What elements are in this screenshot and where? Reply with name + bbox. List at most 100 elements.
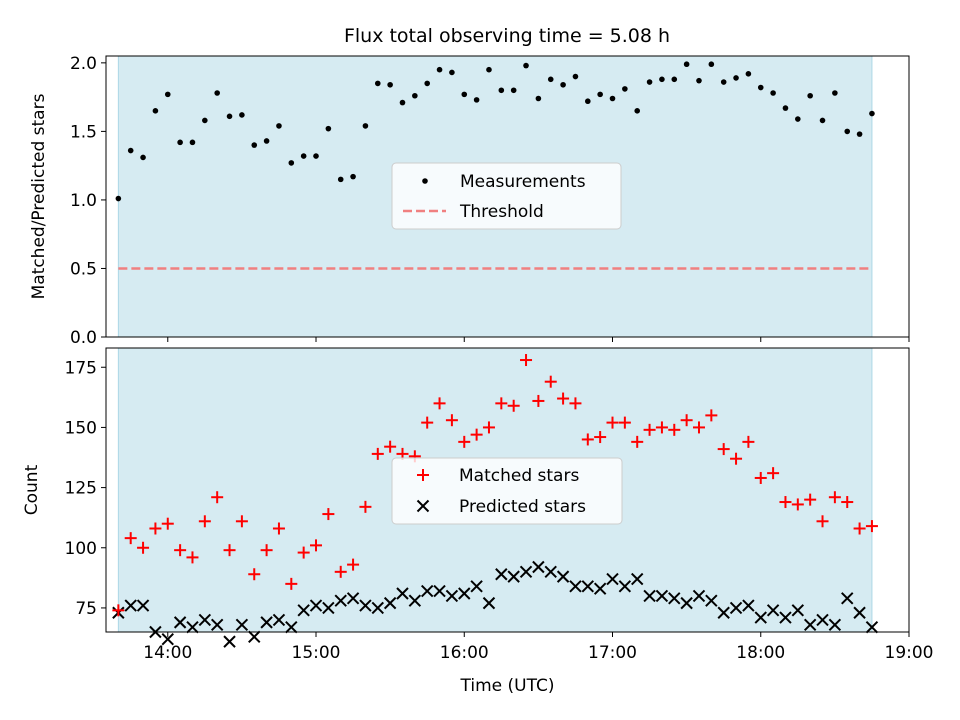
measurement-point [177, 139, 183, 146]
measurement-point [362, 123, 369, 129]
measurement-point [770, 90, 776, 96]
predicted-stars-point [408, 594, 422, 607]
measurement-point [424, 80, 431, 87]
y-tick-label: 150 [65, 418, 97, 438]
matched-stars-point [161, 517, 174, 530]
measurement-point [745, 71, 752, 77]
matched-stars-point [717, 443, 730, 456]
predicted-stars-point [803, 618, 817, 631]
predicted-stars-point [186, 620, 199, 634]
y-tick-label: 175 [65, 358, 97, 378]
matched-stars-point [285, 577, 298, 590]
measurement-point [387, 81, 393, 88]
matched-stars-point [544, 375, 557, 388]
bottom-legend-box [391, 457, 623, 525]
predicted-stars-point [865, 620, 879, 634]
matched-stars-point [557, 392, 570, 405]
measurement-point [288, 160, 295, 166]
matched-stars-series [112, 354, 878, 617]
x-axis-label: Time (UTC) [460, 676, 555, 696]
bottom-axes-frame [105, 347, 910, 633]
measurement-point [560, 81, 566, 88]
matched-stars-point [458, 435, 471, 448]
matched-stars-point [359, 500, 372, 513]
measurement-point [708, 61, 715, 68]
matched-stars-point [520, 354, 533, 367]
measurement-point [449, 69, 455, 76]
predicted-stars-point [433, 584, 446, 598]
matched-stars-point [149, 522, 162, 535]
legend-matched-marker [417, 469, 429, 481]
measurement-point [609, 95, 616, 102]
predicted-stars-point [383, 596, 397, 610]
predicted-stars-point [655, 589, 669, 603]
predicted-stars-point [272, 613, 286, 627]
predicted-stars-series [112, 560, 879, 648]
predicted-stars-point [297, 604, 310, 617]
measurement-point [683, 61, 690, 68]
measurement-point [782, 105, 789, 111]
predicted-stars-point [618, 580, 632, 593]
x-tick-label: 19:00 [885, 643, 934, 663]
predicted-stars-point [359, 599, 372, 612]
matched-stars-point [865, 520, 878, 533]
measurement-point [757, 84, 764, 91]
predicted-stars-point [482, 596, 496, 610]
matched-stars-point [310, 539, 323, 552]
y-tick-label: 0.5 [70, 259, 97, 279]
measurement-point [374, 80, 381, 87]
matched-stars-point [594, 431, 607, 444]
matched-stars-point [198, 515, 211, 528]
measurement-point [869, 110, 875, 117]
matched-stars-point [655, 421, 668, 434]
measurement-point [622, 86, 628, 92]
matched-stars-point [730, 452, 743, 465]
measurement-point [597, 91, 603, 98]
measurement-point [461, 91, 468, 98]
measurement-point [214, 90, 220, 96]
legend-matched-label: Matched stars [459, 466, 579, 486]
measurement-point [547, 76, 554, 83]
predicted-stars-point [680, 596, 693, 610]
measurement-point [412, 92, 418, 99]
x-tick-label: 14:00 [143, 643, 192, 663]
measurement-point [399, 99, 406, 106]
matched-stars-point [791, 498, 804, 511]
matched-stars-point [692, 421, 705, 434]
bottom-x-ticks: 14:00 15:00 16:00 17:00 18:00 19:00 [143, 632, 934, 663]
predicted-stars-point [692, 589, 706, 603]
y-tick-label: 2.0 [70, 54, 97, 74]
matched-stars-point [507, 399, 520, 412]
measurement-point [572, 73, 579, 80]
predicted-stars-point [519, 565, 533, 579]
measurement-point [300, 153, 307, 159]
measurement-point [832, 90, 838, 96]
measurement-point [251, 142, 258, 148]
measurement-point [819, 117, 826, 124]
predicted-stars-point [853, 606, 866, 619]
predicted-stars-point [210, 618, 224, 631]
matched-stars-point [235, 515, 248, 528]
measurements-series [115, 61, 875, 202]
predicted-stars-point [235, 618, 249, 631]
matched-stars-point [112, 604, 125, 617]
predicted-stars-point [445, 589, 459, 603]
y-tick-label: 125 [65, 479, 97, 499]
measurement-point [844, 128, 851, 135]
predicted-stars-point [791, 604, 805, 617]
measurement-point [115, 195, 122, 202]
matched-stars-point [618, 416, 631, 429]
legend-threshold-label: Threshold [459, 202, 544, 222]
matched-stars-point [816, 515, 829, 528]
matched-stars-point [211, 491, 224, 504]
matched-stars-point [347, 558, 360, 571]
measurement-point [473, 97, 480, 103]
predicted-stars-point [816, 613, 829, 627]
measurement-point [795, 116, 801, 122]
matched-stars-point [482, 421, 495, 434]
y-tick-label: 1.5 [70, 122, 97, 142]
chart-title: Flux total observing time = 5.08 h [344, 25, 670, 47]
count-panel: 75 100 125 150 175 14:00 15:00 16:00 17:00 18:00… [22, 347, 934, 696]
top-y-axis-label: Matched/Predicted stars [29, 93, 49, 299]
matched-stars-point [384, 440, 397, 453]
